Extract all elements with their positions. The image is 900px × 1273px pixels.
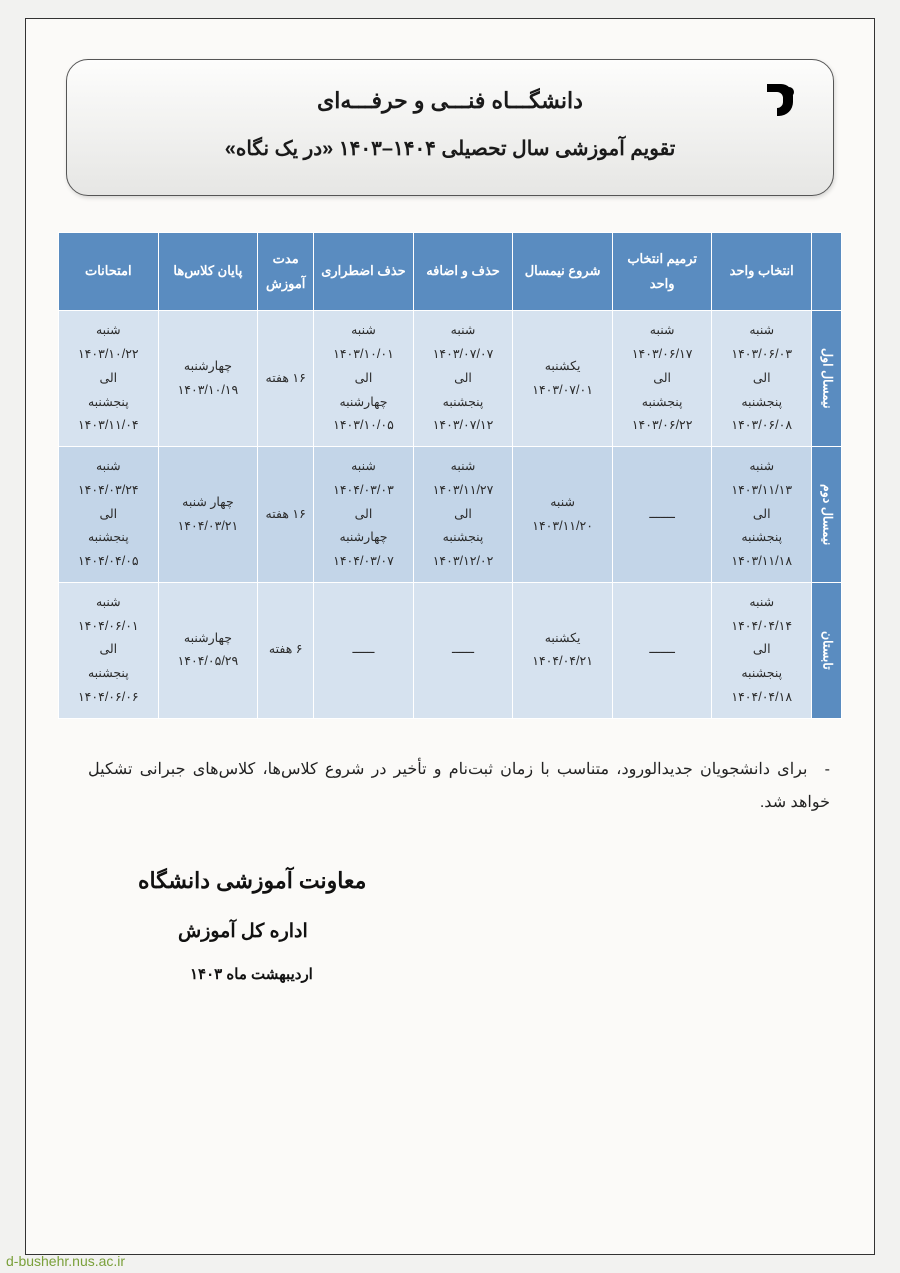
row-label: نیمسال اول	[812, 311, 842, 447]
row-label: تابستان	[812, 582, 842, 718]
table-cell: چهارشنبه۱۴۰۴/۰۵/۲۹	[158, 582, 258, 718]
table-cell: شنبه۱۴۰۳/۰۶/۰۳الیپنجشنبه۱۴۰۳/۰۶/۰۸	[712, 311, 812, 447]
header-subtitle: تقویم آموزشی سال تحصیلی ۱۴۰۴–۱۴۰۳ «در یک…	[91, 136, 809, 161]
table-cell: شنبه۱۴۰۳/۱۰/۲۲الیپنجشنبه۱۴۰۳/۱۱/۰۴	[59, 311, 159, 447]
watermark-url: d-bushehr.nus.ac.ir	[6, 1253, 125, 1269]
bullet-dash: -	[825, 753, 830, 787]
footnote-text: برای دانشجویان جدیدالورود، متناسب با زما…	[88, 761, 830, 812]
table-header-cell: امتحانات	[59, 233, 159, 311]
table-cell: شنبه۱۴۰۳/۰۷/۰۷الیپنجشنبه۱۴۰۳/۰۷/۱۲	[413, 311, 513, 447]
table-header-cell: حذف و اضافه	[413, 233, 513, 311]
table-cell: شنبه۱۴۰۴/۰۳/۲۴الیپنجشنبه۱۴۰۴/۰۴/۰۵	[59, 447, 159, 583]
table-cell: شنبه۱۴۰۳/۰۶/۱۷الیپنجشنبه۱۴۰۳/۰۶/۲۲	[612, 311, 712, 447]
table-cell: ۶ هفته	[258, 582, 314, 718]
table-row: نیمسال اول شنبه۱۴۰۳/۰۶/۰۳الیپنجشنبه۱۴۰۳/…	[59, 311, 842, 447]
table-cell: شنبه۱۴۰۴/۰۴/۱۴الیپنجشنبه۱۴۰۴/۰۴/۱۸	[712, 582, 812, 718]
footer-block: معاونت آموزشی دانشگاه اداره کل آموزش ارد…	[58, 868, 842, 983]
table-cell: شنبه۱۴۰۴/۰۳/۰۳الیچهارشنبه۱۴۰۴/۰۳/۰۷	[314, 447, 414, 583]
table-header-cell: انتخاب واحد	[712, 233, 812, 311]
calendar-table: انتخاب واحد ترمیم انتخاب واحد شروع نیمسا…	[58, 232, 842, 719]
table-header-cell: مدت آموزش	[258, 233, 314, 311]
table-cell: شنبه۱۴۰۳/۱۱/۲۷الیپنجشنبه۱۴۰۳/۱۲/۰۲	[413, 447, 513, 583]
table-header-row: انتخاب واحد ترمیم انتخاب واحد شروع نیمسا…	[59, 233, 842, 311]
table-cell: چهارشنبه۱۴۰۳/۱۰/۱۹	[158, 311, 258, 447]
table-header-blank	[812, 233, 842, 311]
table-cell: شنبه۱۴۰۴/۰۶/۰۱الیپنجشنبه۱۴۰۴/۰۶/۰۶	[59, 582, 159, 718]
university-logo-icon	[757, 78, 805, 126]
table-row: نیمسال دوم شنبه۱۴۰۳/۱۱/۱۳الیپنجشنبه۱۴۰۳/…	[59, 447, 842, 583]
table-header-cell: پایان کلاس‌ها	[158, 233, 258, 311]
table-cell: ۱۶ هفته	[258, 311, 314, 447]
table-cell: شنبه۱۴۰۳/۱۰/۰۱الیچهارشنبه۱۴۰۳/۱۰/۰۵	[314, 311, 414, 447]
footer-date: اردیبهشت ماه ۱۴۰۳	[138, 965, 842, 983]
table-cell: ـــــــ	[612, 447, 712, 583]
table-cell: چهار شنبه۱۴۰۴/۰۳/۲۱	[158, 447, 258, 583]
table-cell: شنبه۱۴۰۳/۱۱/۲۰	[513, 447, 613, 583]
table-cell: ۱۶ هفته	[258, 447, 314, 583]
table-header-cell: ترمیم انتخاب واحد	[612, 233, 712, 311]
table-cell: شنبه۱۴۰۳/۱۱/۱۳الیپنجشنبه۱۴۰۳/۱۱/۱۸	[712, 447, 812, 583]
table-row: تابستان شنبه۱۴۰۴/۰۴/۱۴الیپنجشنبه۱۴۰۴/۰۴/…	[59, 582, 842, 718]
table-cell: ـــــــ	[612, 582, 712, 718]
table-cell: یکشنبه۱۴۰۴/۰۴/۲۱	[513, 582, 613, 718]
header-box: دانشگـــاه فنـــی و حرفـــه‌ای تقویم آمو…	[66, 59, 834, 196]
footnote: - برای دانشجویان جدیدالورود، متناسب با ز…	[58, 753, 842, 820]
page-frame: دانشگـــاه فنـــی و حرفـــه‌ای تقویم آمو…	[25, 18, 875, 1255]
table-header-cell: حذف اضطراری	[314, 233, 414, 311]
table-cell: یکشنبه۱۴۰۳/۰۷/۰۱	[513, 311, 613, 447]
header-title: دانشگـــاه فنـــی و حرفـــه‌ای	[91, 88, 809, 114]
table-cell: ــــــ	[314, 582, 414, 718]
footer-dept: معاونت آموزشی دانشگاه	[138, 868, 842, 894]
table-header-cell: شروع نیمسال	[513, 233, 613, 311]
table-cell: ــــــ	[413, 582, 513, 718]
footer-office: اداره کل آموزش	[138, 920, 842, 943]
row-label: نیمسال دوم	[812, 447, 842, 583]
